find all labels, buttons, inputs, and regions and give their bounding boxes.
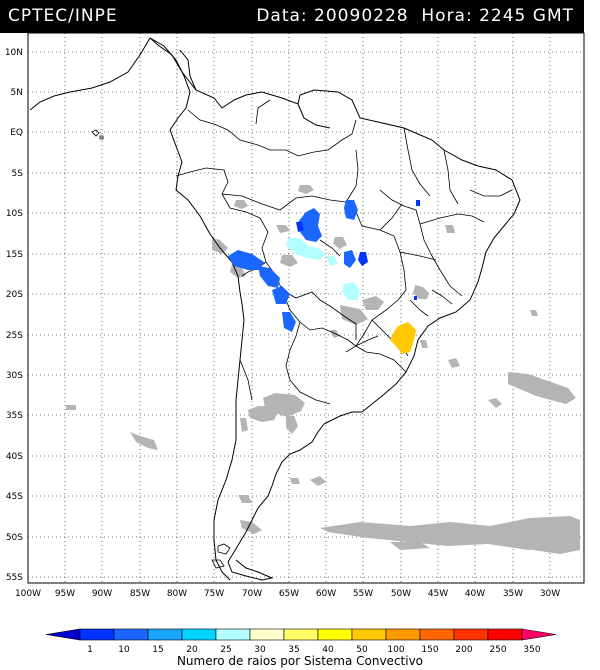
lon-label: 100W (15, 589, 41, 599)
lon-label: 70W (242, 589, 262, 599)
lon-label: 75W (204, 589, 224, 599)
lon-label: 40W (465, 589, 485, 599)
lon-label: 50W (391, 589, 411, 599)
legend-swatch (147, 628, 183, 641)
legend-level-label: 40 (322, 645, 334, 655)
legend-level-label: 100 (387, 645, 404, 655)
lon-label: 80W (167, 589, 187, 599)
latitude-labels: 10N 5N EQ 5S 10S 15S 20S 25S 30S 35S 40S… (5, 48, 23, 583)
lat-label: 10N (5, 48, 23, 58)
lat-label: 5N (11, 88, 23, 98)
legend-swatch (249, 628, 285, 641)
legend-level-label: 35 (288, 645, 299, 655)
map-frame (27, 32, 585, 584)
lon-label: 65W (279, 589, 299, 599)
lat-label: 30S (6, 371, 23, 381)
legend-caption: Numero de raios por Sistema Convectivo (176, 654, 424, 668)
legend-swatch (317, 628, 353, 641)
legend-level-label: 30 (254, 645, 266, 655)
map-header: CPTEC/INPE Data: 20090228 Hora: 2245 GMT (0, 0, 584, 33)
lat-label: 5S (12, 169, 24, 179)
lat-label: 10S (6, 209, 23, 219)
cloud-systems (66, 185, 580, 554)
lon-label: 35W (503, 589, 523, 599)
islands (91, 129, 231, 569)
graticule (28, 33, 584, 583)
lat-label: 50S (6, 533, 23, 543)
lat-label: 20S (6, 290, 23, 300)
legend-swatch (215, 628, 251, 641)
lat-label: 45S (6, 492, 23, 502)
lon-label: 90W (92, 589, 112, 599)
lon-label: 45W (428, 589, 448, 599)
legend-swatch (181, 628, 217, 641)
date-time-label: Data: 20090228 Hora: 2245 GMT (256, 6, 574, 26)
legend-level-label: 1 (87, 645, 93, 655)
legend-swatch (453, 628, 489, 641)
legend-level-label: 250 (489, 645, 506, 655)
coastline (29, 37, 521, 581)
legend-swatch (351, 628, 387, 641)
legend-level-label: 15 (152, 645, 163, 655)
lat-label: 35S (6, 411, 23, 421)
legend-swatch (385, 628, 421, 641)
legend-level-label: 20 (186, 645, 198, 655)
legend-swatch (521, 628, 557, 641)
lat-label: 15S (6, 250, 23, 260)
legend-swatch (283, 628, 319, 641)
color-legend: 1 10 15 20 25 30 35 40 50 100 150 200 250 350 (45, 628, 557, 655)
lon-label: 60W (316, 589, 336, 599)
legend-level-label: 25 (220, 645, 231, 655)
source-label: CPTEC/INPE (8, 6, 118, 26)
legend-swatch (79, 628, 115, 641)
lightning-systems (228, 200, 420, 354)
legend-swatch (487, 628, 523, 641)
lon-label: 55W (353, 589, 373, 599)
legend-swatch (45, 628, 81, 641)
legend-swatch (419, 628, 455, 641)
legend-swatch (113, 628, 149, 641)
lat-label: 25S (6, 331, 23, 341)
legend-level-label: 150 (421, 645, 438, 655)
legend-level-label: 200 (455, 645, 472, 655)
longitude-labels: 100W 95W 90W 85W 80W 75W 70W 65W 60W 55W… (15, 589, 560, 599)
lat-label: 55S (6, 573, 23, 583)
legend-level-label: 50 (356, 645, 368, 655)
lat-label: EQ (10, 128, 23, 138)
legend-level-label: 350 (523, 645, 540, 655)
lon-label: 85W (130, 589, 150, 599)
lon-label: 95W (55, 589, 75, 599)
legend-level-label: 10 (118, 645, 130, 655)
lon-label: 30W (540, 589, 560, 599)
lat-label: 40S (6, 452, 23, 462)
